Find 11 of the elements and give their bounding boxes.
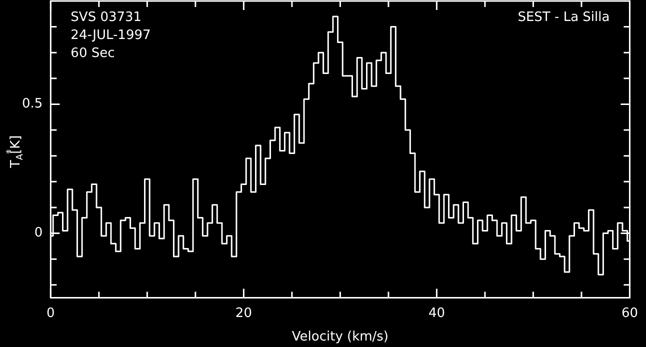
x-tick-label: 40: [428, 306, 445, 321]
x-axis-title: Velocity (km/s): [292, 330, 389, 345]
annotation: 24-JUL-1997: [70, 28, 151, 43]
annotation: 60 Sec: [70, 46, 115, 61]
x-tick-label: 60: [621, 306, 638, 321]
annotation: SEST - La Silla: [518, 10, 610, 25]
y-axis-title: TA*[K]: [5, 135, 26, 170]
y-tick-label: 0.5: [22, 96, 43, 112]
x-tick-label: 0: [46, 306, 55, 321]
annotation: SVS 03731: [70, 10, 142, 25]
x-tick-label: 20: [235, 306, 252, 321]
